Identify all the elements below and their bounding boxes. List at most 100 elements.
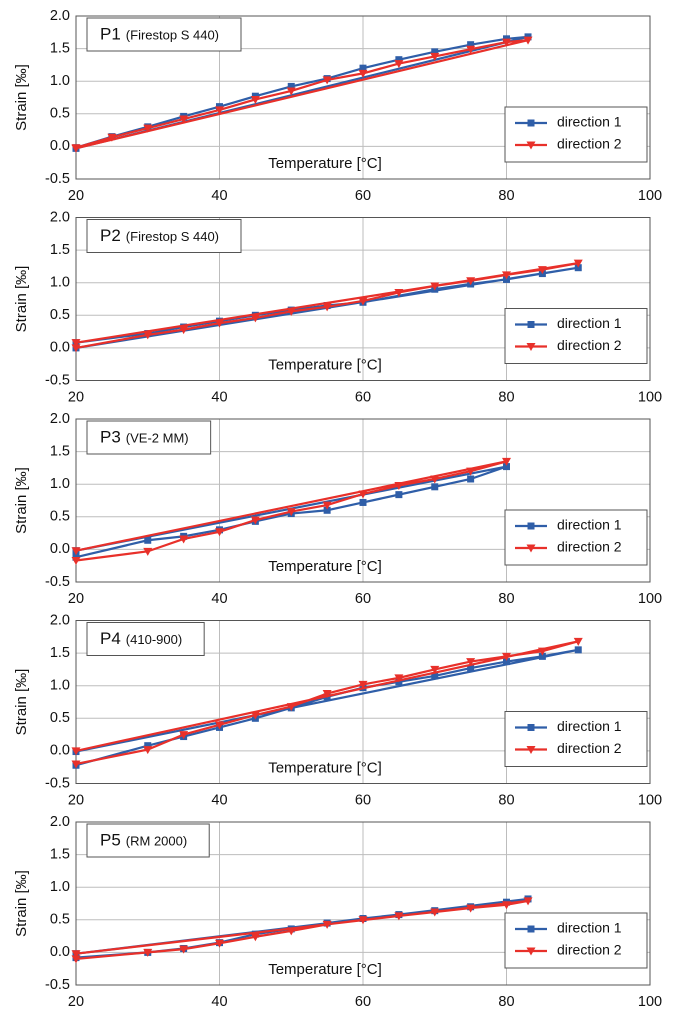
chart-title: P5	[100, 830, 121, 849]
marker	[502, 652, 511, 661]
marker	[574, 646, 582, 654]
y-tick-label: 0.5	[50, 106, 70, 122]
x-tick-label: 60	[355, 389, 371, 405]
marker	[538, 652, 546, 660]
marker	[394, 482, 404, 491]
marker	[323, 506, 331, 514]
chart-title: P2	[100, 226, 121, 245]
chart-panel: -0.5 0.0 0.5 1.0 1.5 2.0 20 40 60 80 100 Strain [‰]…	[13, 612, 662, 808]
y-tick-label: 1.0	[50, 476, 70, 492]
y-tick-label: 0.0	[50, 743, 70, 759]
marker	[215, 939, 224, 948]
marker	[466, 45, 476, 54]
marker	[322, 690, 332, 699]
marker	[395, 491, 403, 499]
plot-frame	[75, 821, 651, 986]
chart-title: P1	[100, 24, 121, 43]
y-tick-label: -0.5	[45, 171, 70, 187]
marker	[527, 119, 535, 127]
legend-box	[504, 308, 648, 364]
y-tick-label: 2.0	[50, 411, 70, 427]
marker	[527, 321, 535, 328]
marker	[537, 647, 547, 656]
x-tick-label: 80	[498, 994, 514, 1010]
marker	[467, 41, 475, 49]
marker	[71, 950, 81, 959]
marker	[526, 947, 536, 956]
marker	[467, 664, 475, 672]
x-axis-label: Temperature [°C]	[268, 759, 382, 776]
y-tick-label: 1.5	[50, 645, 70, 661]
y-axis-label: Strain [‰]	[13, 870, 30, 937]
marker	[286, 703, 296, 712]
x-tick-label: 20	[68, 994, 84, 1010]
legend-label: direction 2	[557, 136, 622, 152]
marker	[287, 82, 295, 90]
title-box	[86, 823, 210, 858]
marker	[179, 945, 189, 954]
x-axis-label: Temperature [°C]	[268, 155, 382, 172]
y-tick-label: 1.5	[50, 443, 70, 459]
title-box	[86, 420, 212, 455]
marker	[503, 658, 510, 666]
series-line	[75, 39, 529, 150]
y-tick-label: -0.5	[45, 775, 70, 791]
x-tick-label: 20	[68, 389, 84, 405]
x-tick-label: 80	[498, 389, 514, 405]
x-tick-label: 80	[498, 792, 514, 808]
x-tick-label: 60	[355, 994, 371, 1010]
x-tick-label: 100	[638, 389, 662, 405]
marker	[431, 48, 439, 56]
chart-panel: -0.5 0.0 0.5 1.0 1.5 2.0 20 40 60 80 100 Strain [‰]…	[13, 8, 662, 204]
y-tick-label: 0.5	[50, 307, 70, 323]
x-tick-label: 40	[211, 188, 227, 204]
marker	[71, 760, 81, 769]
y-axis-label: Strain [‰]	[13, 64, 30, 131]
chart-subtitle: (Firestop S 440)	[126, 229, 219, 244]
marker	[527, 724, 535, 731]
marker	[523, 36, 533, 45]
title-box	[86, 219, 242, 253]
y-tick-label: 1.0	[50, 678, 70, 694]
marker	[215, 106, 224, 115]
x-tick-label: 60	[355, 188, 371, 204]
marker	[394, 674, 404, 683]
marker	[431, 672, 439, 680]
x-axis-label: Temperature [°C]	[268, 961, 382, 978]
marker	[286, 508, 296, 517]
marker	[71, 339, 81, 348]
marker	[144, 742, 152, 750]
marker	[143, 746, 153, 755]
series-line	[75, 899, 529, 961]
y-tick-label: -0.5	[45, 574, 70, 590]
marker	[358, 916, 368, 925]
chart-panel: -0.5 0.0 0.5 1.0 1.5 2.0 20 40 60 80 100 Strain [‰]…	[13, 411, 662, 607]
marker	[466, 658, 476, 667]
marker	[179, 115, 189, 124]
x-tick-label: 80	[498, 591, 514, 607]
chart-panel: -0.5 0.0 0.5 1.0 1.5 2.0 20 40 60 80 100 Strain [‰]…	[13, 814, 662, 1010]
chart-panel: -0.5 0.0 0.5 1.0 1.5 2.0 20 40 60 80 100 Strain [‰]…	[13, 209, 662, 405]
marker	[322, 920, 332, 929]
marker	[358, 297, 368, 306]
y-tick-label: -0.5	[45, 977, 70, 993]
marker	[431, 483, 439, 491]
plot-frame	[75, 620, 651, 784]
marker	[107, 133, 117, 142]
marker	[467, 475, 475, 483]
marker	[143, 124, 153, 133]
marker	[573, 259, 583, 268]
y-tick-label: -0.5	[45, 372, 70, 388]
marker	[573, 637, 583, 646]
marker	[395, 56, 403, 64]
marker	[537, 266, 547, 275]
legend-box	[504, 106, 648, 163]
marker	[359, 64, 367, 72]
y-tick-label: 1.5	[50, 40, 70, 56]
marker	[466, 467, 476, 476]
x-tick-label: 40	[211, 994, 227, 1010]
marker	[502, 271, 511, 280]
x-axis-label: Temperature [°C]	[268, 356, 382, 373]
y-tick-label: 1.5	[50, 242, 70, 258]
